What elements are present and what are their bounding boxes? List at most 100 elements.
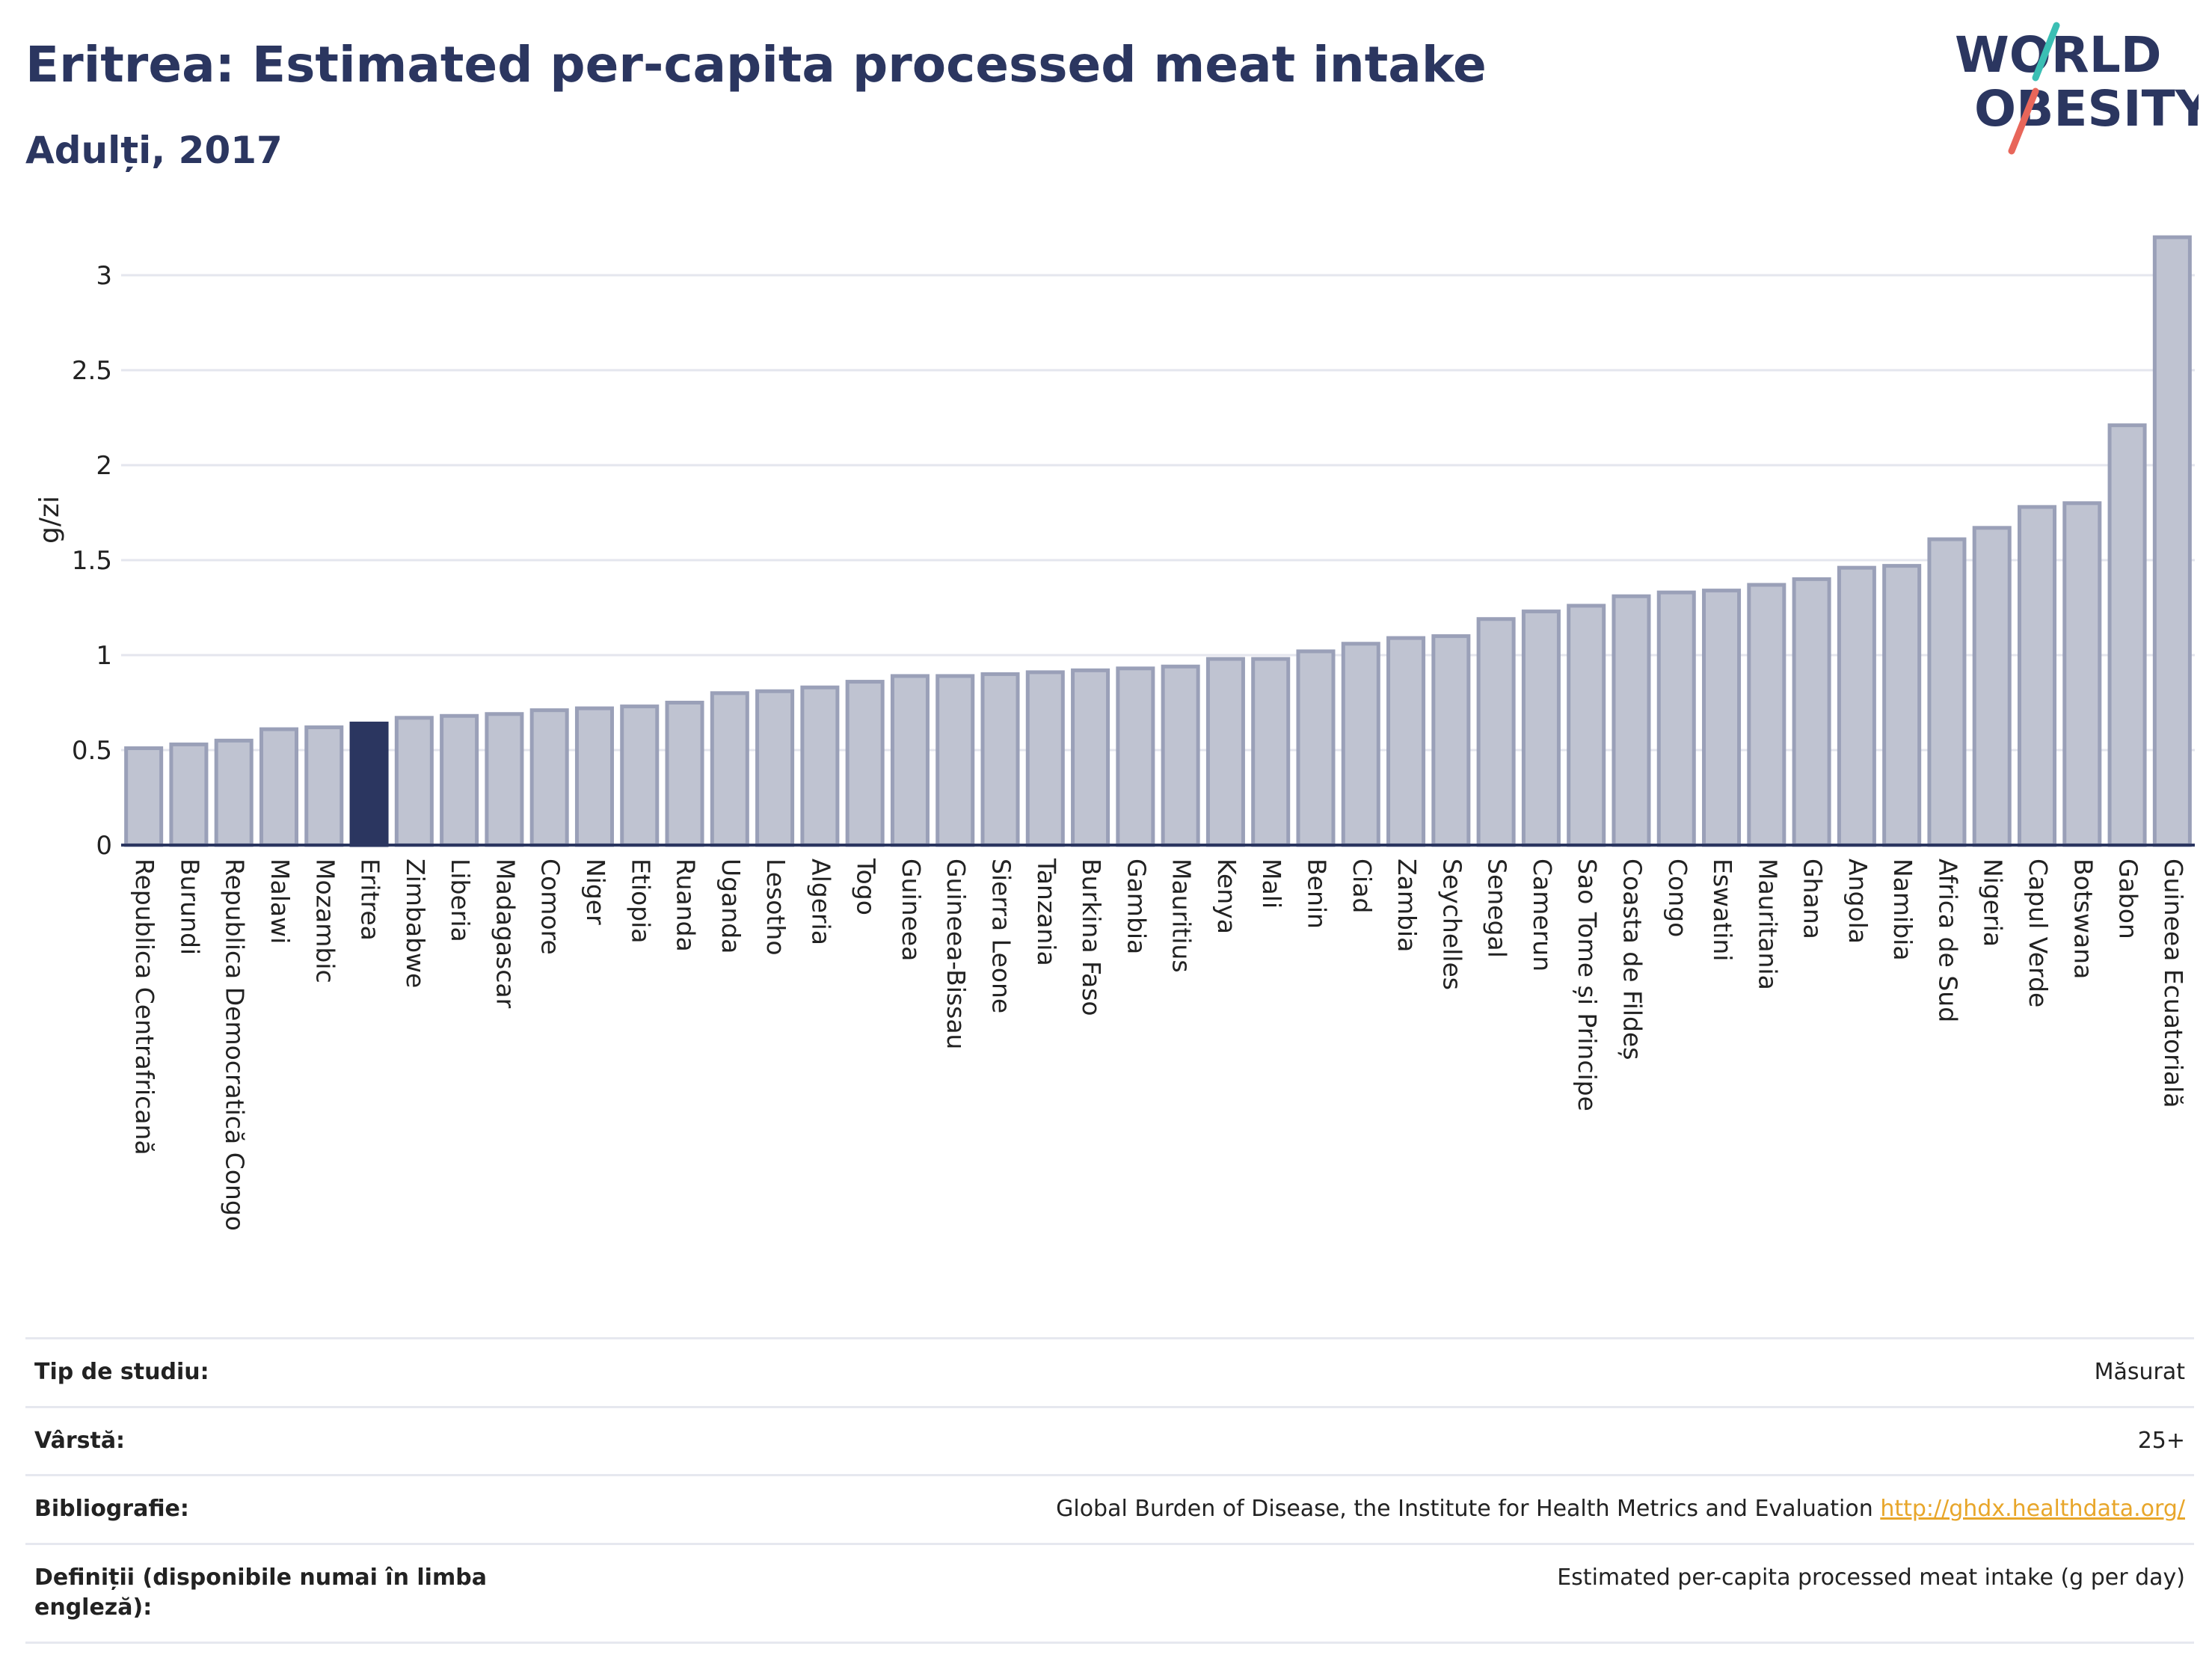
x-tick-label: Eswatini <box>1708 859 1737 961</box>
info-label: Vârstă: <box>34 1427 126 1454</box>
logo-word-world: WORLD <box>1955 26 2162 84</box>
x-tick-label: Niger <box>581 859 610 925</box>
logo-slash-top <box>2032 22 2060 82</box>
y-tick-label: 0.5 <box>72 736 112 766</box>
bar[interactable] <box>1567 604 1606 847</box>
x-tick-label: Ruanda <box>672 859 701 952</box>
x-tick-label: Capul Verde <box>2024 859 2053 1007</box>
y-tick-label: 1 <box>96 641 112 671</box>
bar[interactable] <box>1792 577 1831 847</box>
bar-highlighted[interactable] <box>349 721 389 847</box>
chart-title: Eritrea: Estimated per-capita processed … <box>25 36 1487 93</box>
info-row-definitions: Definiții (disponibile numai în limba en… <box>25 1544 2194 1642</box>
y-axis-ticks: 0 0.5 1 1.5 2 2.5 3 <box>72 261 112 861</box>
bar[interactable] <box>665 701 704 847</box>
bar[interactable] <box>2152 235 2192 847</box>
x-tick-label: Togo <box>852 858 881 915</box>
x-tick-label: Seychelles <box>1437 859 1466 990</box>
x-tick-label: Mali <box>1257 859 1286 909</box>
x-tick-label: Sierra Leone <box>987 859 1016 1013</box>
bar[interactable] <box>169 742 209 847</box>
bar[interactable] <box>529 708 569 847</box>
bar[interactable] <box>2018 505 2057 847</box>
bar[interactable] <box>124 746 164 847</box>
y-tick-label: 2.5 <box>72 356 112 386</box>
bar[interactable] <box>485 712 524 847</box>
x-tick-label: Republica Democratică Congo <box>221 859 250 1231</box>
x-tick-label: Angola <box>1843 859 1872 944</box>
x-tick-label: Gabon <box>2114 859 2143 939</box>
bar[interactable] <box>1341 642 1380 847</box>
bar[interactable] <box>1612 594 1651 847</box>
bibliography-link[interactable]: http://ghdx.healthdata.org/ <box>1880 1496 2185 1522</box>
bar[interactable] <box>755 689 795 847</box>
x-tick-label: Kenya <box>1212 859 1241 934</box>
bar[interactable] <box>214 738 254 847</box>
bar[interactable] <box>936 674 975 847</box>
bar[interactable] <box>2062 501 2102 847</box>
bar[interactable] <box>574 706 614 847</box>
info-row-study-type: Tip de studiu: Măsurat <box>25 1338 2194 1407</box>
bar[interactable] <box>890 674 930 847</box>
bar[interactable] <box>394 716 434 847</box>
info-label: Tip de studiu: <box>34 1359 209 1385</box>
bar[interactable] <box>1656 590 1696 847</box>
x-tick-label: Mauritius <box>1167 859 1196 973</box>
bar[interactable] <box>1071 668 1110 847</box>
bar[interactable] <box>1927 537 1967 847</box>
bibliography-text: Global Burden of Disease, the Institute … <box>1056 1496 1873 1522</box>
x-tick-label: Congo <box>1663 859 1692 937</box>
x-tick-label: Botswana <box>2068 859 2098 979</box>
bar[interactable] <box>1161 664 1200 847</box>
info-label: Bibliografie: <box>34 1496 189 1522</box>
info-value: Măsurat <box>2094 1359 2185 1385</box>
x-tick-label: Burundi <box>175 859 204 955</box>
x-tick-label: Madagascar <box>491 859 520 1009</box>
x-tick-label: Lesotho <box>761 859 790 956</box>
bar[interactable] <box>1702 589 1742 847</box>
bar[interactable] <box>1116 666 1155 847</box>
bar[interactable] <box>1251 657 1291 847</box>
bar[interactable] <box>1296 649 1336 847</box>
bar[interactable] <box>710 691 749 847</box>
info-label: Definiții (disponibile numai în limba en… <box>34 1564 487 1621</box>
bar[interactable] <box>1837 565 1876 847</box>
x-tick-label: Gambia <box>1122 859 1151 954</box>
bar[interactable] <box>1431 634 1471 847</box>
y-axis-title: g/zi <box>34 496 65 544</box>
info-value: Estimated per-capita processed meat inta… <box>1557 1564 2185 1591</box>
x-tick-label: Benin <box>1302 859 1331 929</box>
x-tick-label: Etiopia <box>626 859 655 944</box>
bar[interactable] <box>1521 610 1561 847</box>
x-tick-label: Coasta de Fildeș <box>1617 859 1647 1060</box>
bar[interactable] <box>304 725 344 847</box>
y-tick-label: 2 <box>96 451 112 481</box>
x-tick-label: Algeria <box>806 859 835 945</box>
bar[interactable] <box>620 704 660 847</box>
bar[interactable] <box>259 727 298 847</box>
bar[interactable] <box>1972 526 2012 847</box>
x-tick-label: Republica Centrafricană <box>130 859 159 1155</box>
x-tick-label: Mauritania <box>1753 859 1782 990</box>
bar[interactable] <box>980 672 1020 847</box>
bar[interactable] <box>845 680 885 847</box>
x-tick-label: Comore <box>536 859 565 955</box>
bar[interactable] <box>1205 657 1245 847</box>
bar[interactable] <box>1476 617 1516 847</box>
bar[interactable] <box>440 713 479 847</box>
bar[interactable] <box>1882 564 1922 847</box>
bar-chart: 0 0.5 1 1.5 2 2.5 3 Republica Centrafricană Bur… <box>34 235 2195 1231</box>
x-tick-label: Camerun <box>1528 859 1557 971</box>
x-tick-label: Ghana <box>1798 859 1828 939</box>
bar[interactable] <box>2107 423 2147 847</box>
bar[interactable] <box>1025 670 1065 847</box>
x-axis-labels: Republica Centrafricană Burundi Republica … <box>130 858 2188 1231</box>
y-tick-label: 3 <box>96 261 112 291</box>
bar[interactable] <box>1386 636 1426 847</box>
x-tick-label: Guineea <box>897 859 926 961</box>
world-obesity-logo[interactable]: WORLD OBESITY <box>1952 18 2199 160</box>
info-row-bibliography: Bibliografie: Global Burden of Disease, … <box>25 1475 2194 1544</box>
bar[interactable] <box>800 685 840 847</box>
x-tick-label: Burkina Faso <box>1077 859 1106 1016</box>
bar[interactable] <box>1747 583 1787 847</box>
